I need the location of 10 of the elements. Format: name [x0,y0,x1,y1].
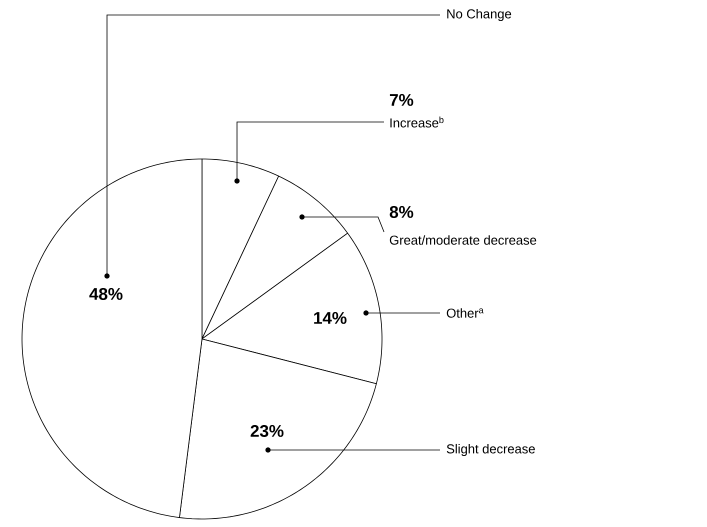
slice-label: Increase$^{b}$ [390,116,444,128]
slice-label: Other$^{a}$ [446,308,484,318]
data-label: 7% [390,94,414,106]
data-label: 14% [314,312,347,324]
slice-label: No Change [447,8,512,22]
slice-label: Great/moderate decrease [390,235,536,245]
slice-label: Slight decrease [446,444,535,456]
data-label: 8% [390,206,414,218]
data-label: 23% [250,424,284,437]
data-label: 48% [89,288,123,300]
